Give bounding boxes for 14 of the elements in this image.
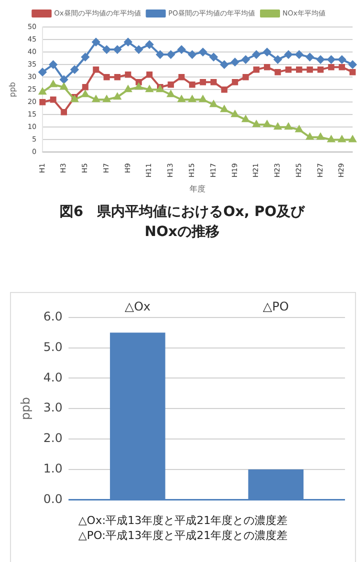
y-axis-title: ppb [18, 397, 32, 420]
y-tick-label: 5.0 [43, 340, 62, 354]
caption: 図6 県内平均値におけるOx, PO及び NOxの推移 [58, 203, 306, 242]
x-axis-title: 年度 [190, 184, 206, 194]
x-tick-label: △PO [262, 299, 289, 314]
text: △Ox:平成13年度と平成21年度との濃度差 △PO:平成13年度と平成21年度との濃度差 [77, 513, 289, 543]
y-tick-label: 3.0 [43, 400, 62, 415]
y-axis-title: ppb [8, 82, 17, 98]
y-tick-label: 0.0 [43, 492, 62, 506]
y-tick-label: 6.0 [43, 310, 62, 324]
y-tick-label: 4.0 [43, 370, 62, 384]
y-tick-label: 2.0 [43, 431, 62, 446]
y-tick-label: 1.0 [43, 462, 62, 476]
x-tick-label: △Ox [124, 299, 151, 314]
